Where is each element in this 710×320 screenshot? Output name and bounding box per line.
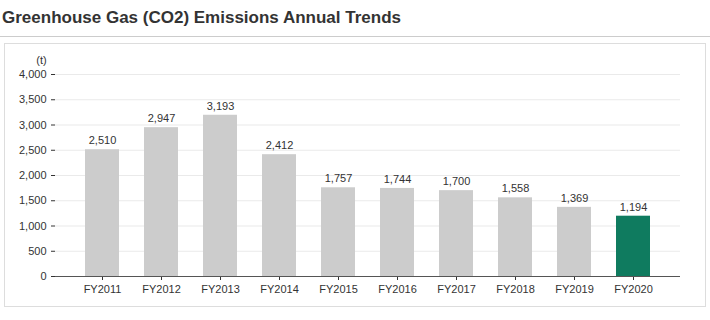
- svg-text:2,947: 2,947: [148, 112, 176, 124]
- svg-text:3,193: 3,193: [207, 100, 235, 112]
- svg-text:(t): (t): [36, 54, 46, 66]
- svg-text:FY2013: FY2013: [201, 283, 240, 295]
- svg-text:4,000: 4,000: [19, 68, 47, 80]
- svg-text:1,000: 1,000: [19, 220, 47, 232]
- svg-text:1,369: 1,369: [561, 192, 589, 204]
- svg-text:2,500: 2,500: [19, 144, 47, 156]
- svg-text:1,558: 1,558: [502, 182, 530, 194]
- svg-text:FY2011: FY2011: [84, 283, 122, 295]
- svg-text:1,500: 1,500: [19, 194, 47, 206]
- svg-text:0: 0: [40, 270, 46, 282]
- svg-text:2,412: 2,412: [266, 139, 294, 151]
- svg-text:FY2012: FY2012: [142, 283, 181, 295]
- svg-text:3,500: 3,500: [19, 93, 47, 105]
- svg-text:1,700: 1,700: [443, 175, 471, 187]
- svg-text:2,000: 2,000: [19, 169, 47, 181]
- html-text:Greenhouse Gas (CO2) Emissions: Greenhouse Gas (CO2) Emissions Annual Tr…: [2, 8, 401, 27]
- svg-text:1,757: 1,757: [325, 172, 353, 184]
- svg-text:FY2020: FY2020: [614, 283, 653, 295]
- svg-text:1,194: 1,194: [620, 201, 648, 213]
- svg-text:FY2018: FY2018: [496, 283, 535, 295]
- svg-text:500: 500: [28, 245, 46, 257]
- svg-text:1,744: 1,744: [384, 173, 412, 185]
- svg-text:FY2019: FY2019: [555, 283, 594, 295]
- svg-text:3,000: 3,000: [19, 119, 47, 131]
- svg-text:FY2014: FY2014: [260, 283, 299, 295]
- svg-text:FY2015: FY2015: [319, 283, 358, 295]
- svg-text:FY2017: FY2017: [437, 283, 476, 295]
- svg-text:2,510: 2,510: [89, 134, 117, 146]
- svg-text:FY2016: FY2016: [378, 283, 417, 295]
